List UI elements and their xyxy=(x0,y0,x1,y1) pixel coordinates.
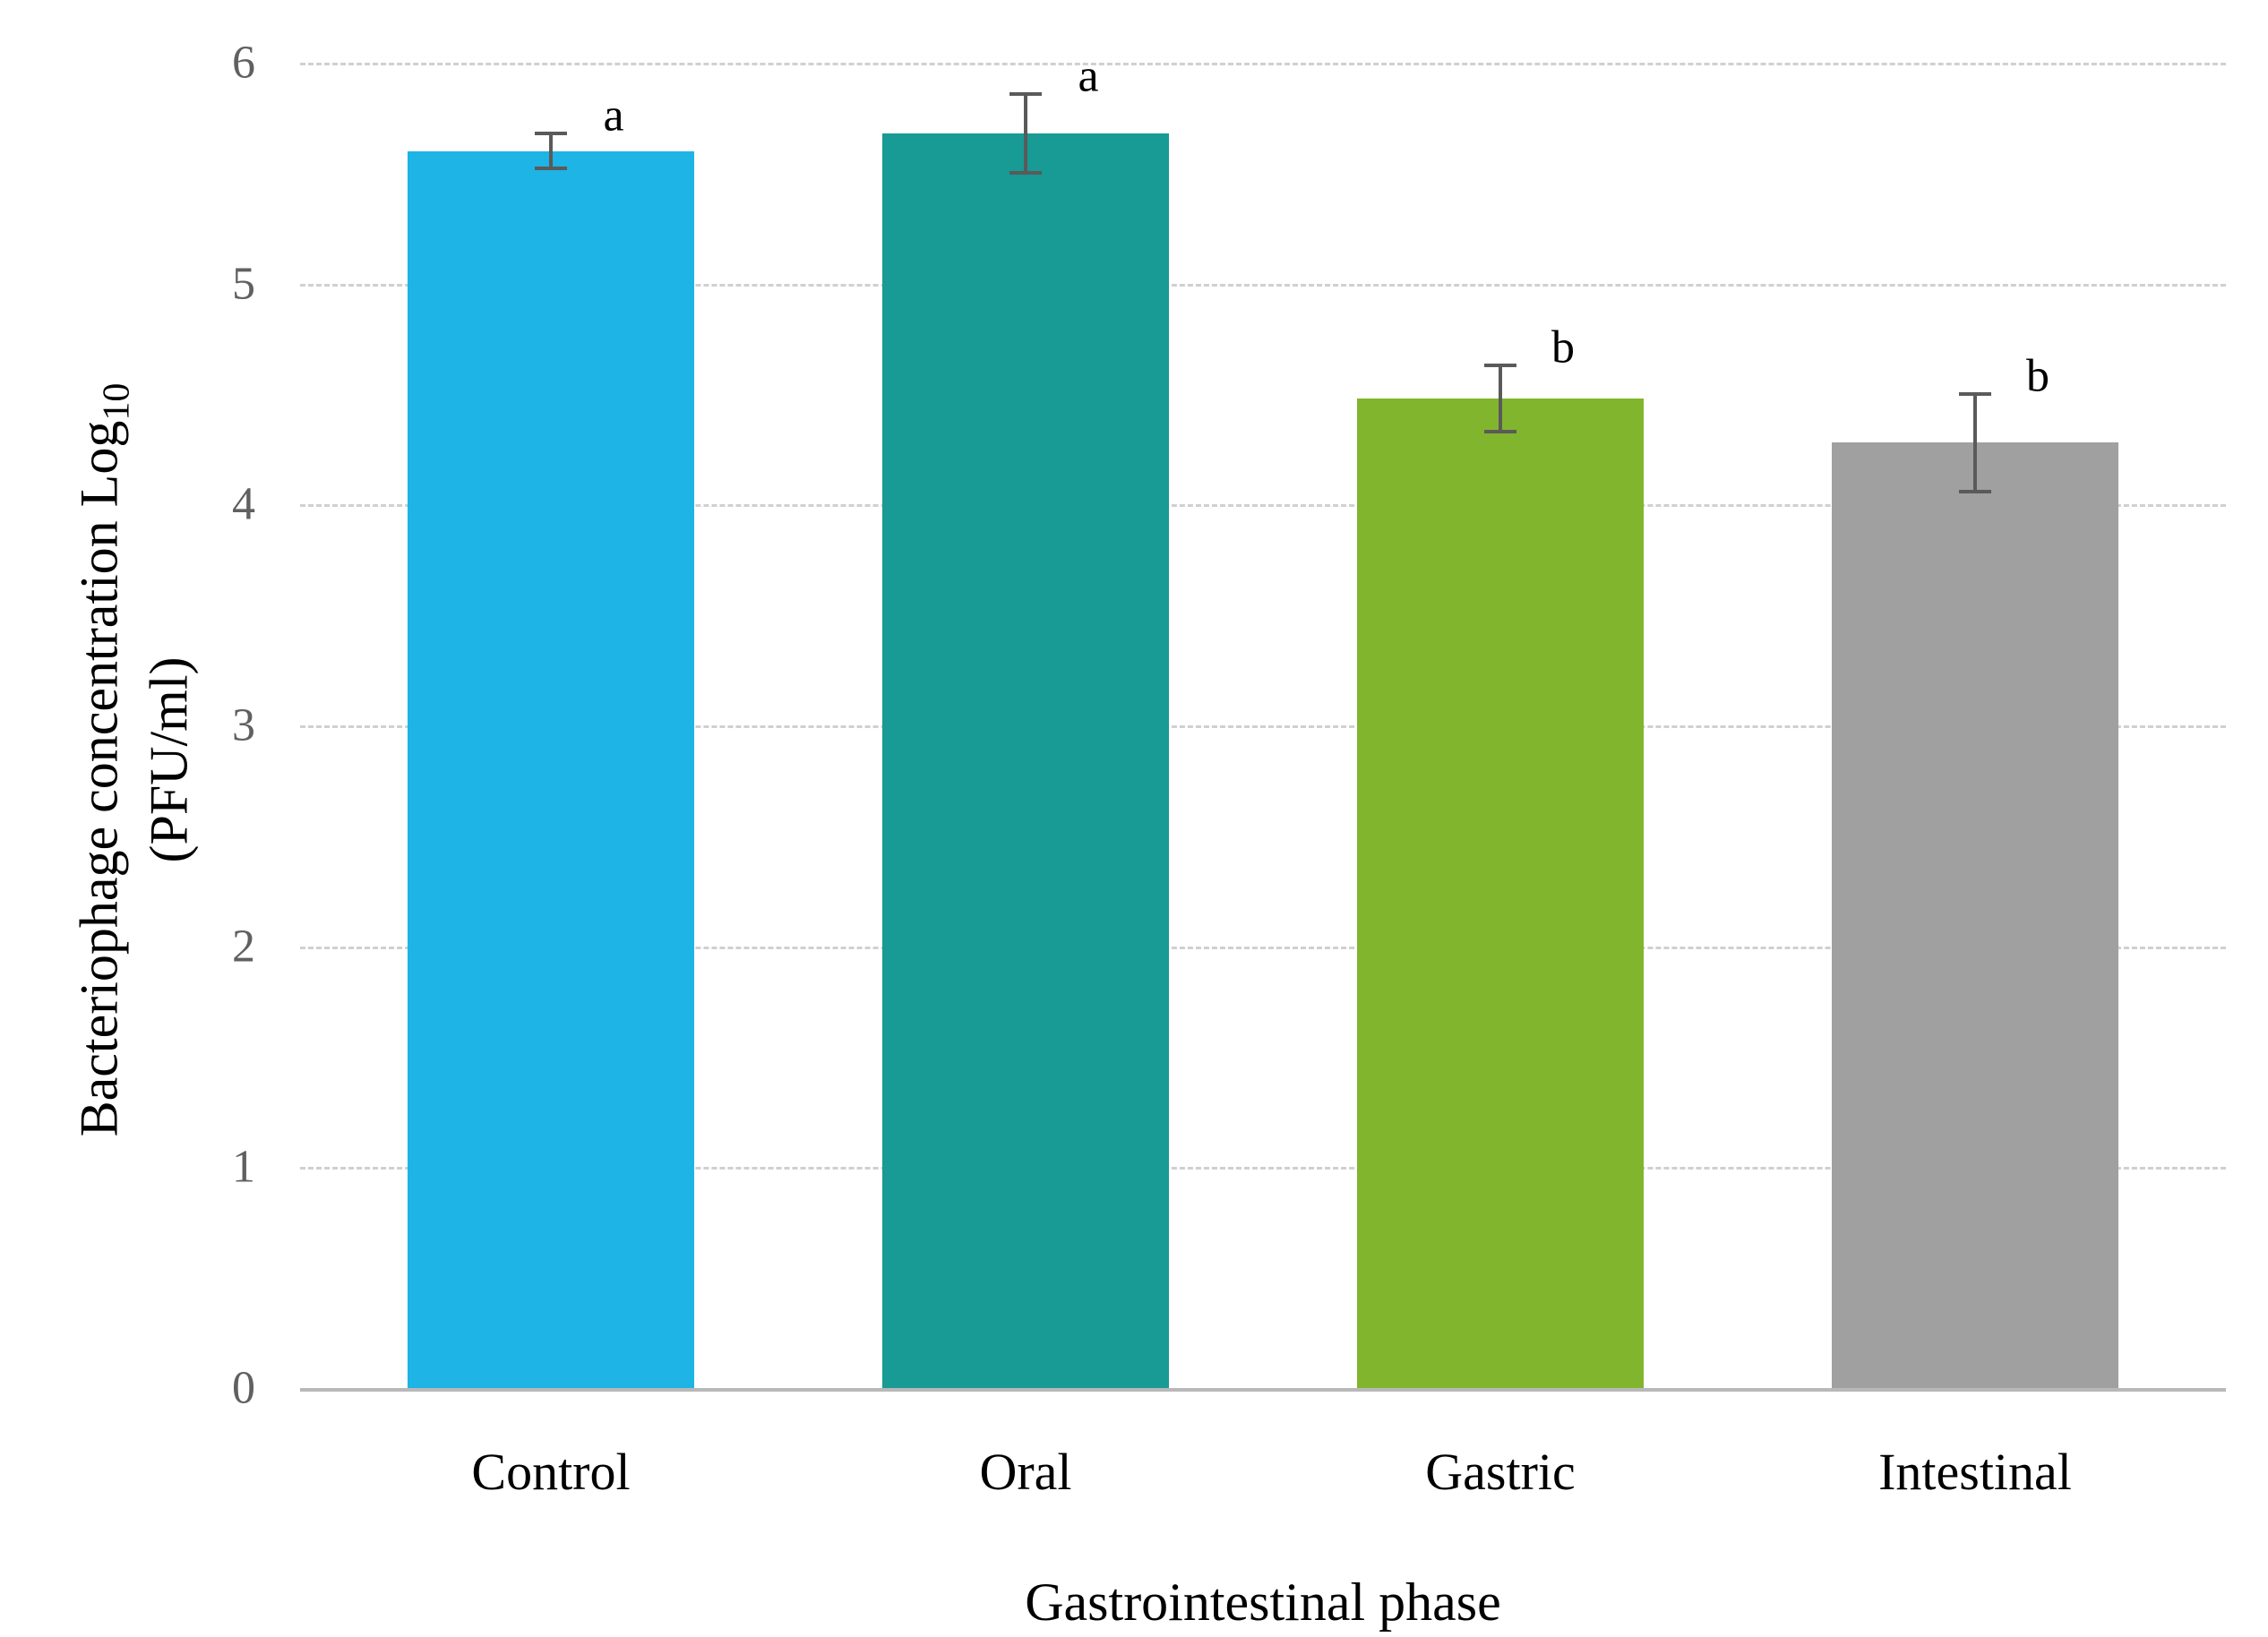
error-bar-cap xyxy=(1009,171,1042,175)
y-tick-label: 6 xyxy=(232,37,255,90)
error-bar xyxy=(1973,394,1977,492)
y-tick-label: 2 xyxy=(232,920,255,973)
bar xyxy=(408,151,694,1388)
plot-area: 0123456aControlaOralbGastricbIntestinal xyxy=(300,63,2226,1388)
x-tick-label: Intestinal xyxy=(1878,1442,2072,1502)
significance-label: a xyxy=(1078,49,1098,102)
error-bar-cap xyxy=(535,132,567,135)
x-axis-baseline xyxy=(300,1388,2226,1392)
y-axis-title: Bacteriophage concentration Log10 (PFU/m… xyxy=(69,98,201,1423)
error-bar-cap xyxy=(1959,392,1991,396)
y-tick-label: 5 xyxy=(232,257,255,310)
significance-label: b xyxy=(1551,321,1575,373)
y-tick-label: 3 xyxy=(232,699,255,752)
error-bar xyxy=(1024,94,1027,174)
error-bar-cap xyxy=(1484,430,1516,433)
y-tick-label: 0 xyxy=(232,1362,255,1415)
y-axis-title-line1: Bacteriophage concentration Log10 xyxy=(69,98,139,1423)
x-tick-label: Oral xyxy=(979,1442,1071,1502)
y-tick-label: 4 xyxy=(232,478,255,531)
bar xyxy=(1832,442,2118,1388)
error-bar-cap xyxy=(1484,364,1516,367)
significance-label: b xyxy=(2026,350,2049,403)
x-tick-label: Gastric xyxy=(1425,1442,1576,1502)
error-bar-cap xyxy=(1009,92,1042,96)
y-axis-title-line2: (PFU/ml) xyxy=(139,98,201,1423)
error-bar-cap xyxy=(535,167,567,170)
bar xyxy=(1357,399,1644,1388)
x-tick-label: Control xyxy=(471,1442,630,1502)
gridline xyxy=(300,63,2226,65)
y-tick-label: 1 xyxy=(232,1141,255,1194)
significance-label: a xyxy=(603,89,623,141)
error-bar xyxy=(549,133,553,168)
x-axis-title: Gastrointestinal phase xyxy=(300,1572,2226,1633)
bar xyxy=(882,133,1169,1388)
error-bar xyxy=(1499,365,1502,432)
error-bar-cap xyxy=(1959,490,1991,493)
chart-stage: Bacteriophage concentration Log10 (PFU/m… xyxy=(0,0,2268,1637)
